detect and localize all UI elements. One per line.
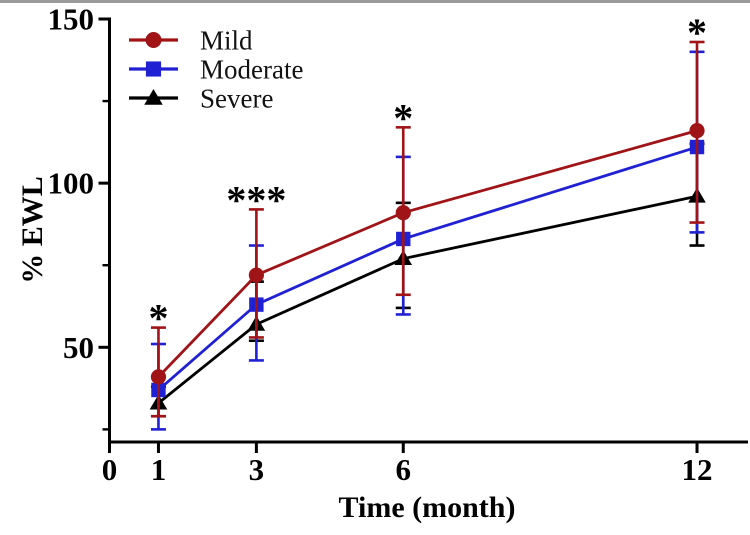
significance-marker: ***	[226, 177, 286, 222]
significance-marker: *	[148, 296, 168, 341]
legend-item-moderate: Moderate	[129, 55, 303, 85]
y-tick-label: 100	[48, 166, 95, 201]
significance-marker: *	[687, 10, 707, 55]
legend-label: Severe	[200, 84, 273, 114]
y-axis-title: % EWL	[16, 176, 49, 284]
x-tick-label: 6	[396, 452, 412, 487]
x-axis-title: Time (month)	[338, 491, 516, 524]
series-line	[157, 194, 698, 405]
y-tick-label: 50	[63, 330, 94, 365]
legend-marker-square-icon	[145, 61, 162, 77]
marker-circle	[150, 369, 167, 385]
series-line	[157, 129, 698, 378]
x-tick-label: 12	[682, 452, 713, 487]
legend-marker-circle-icon	[145, 32, 162, 48]
marker-circle	[248, 267, 264, 283]
series-line	[157, 145, 698, 392]
figure-top-edge	[0, 0, 750, 3]
x-tick-label: 1	[151, 452, 167, 487]
legend-item-mild: Mild	[129, 26, 253, 56]
series-mild	[150, 40, 705, 418]
marker-circle	[395, 205, 411, 221]
x-tick-label: 3	[249, 452, 265, 487]
x-tick-label: 0	[102, 452, 118, 487]
legend-label: Moderate	[200, 55, 303, 85]
marker-circle	[689, 123, 705, 139]
y-tick-label: 150	[48, 2, 95, 37]
significance-marker: *	[393, 95, 413, 140]
legend-item-severe: Severe	[129, 84, 273, 114]
legend-marker-triangle-icon	[144, 88, 163, 105]
legend-label: Mild	[200, 26, 253, 56]
